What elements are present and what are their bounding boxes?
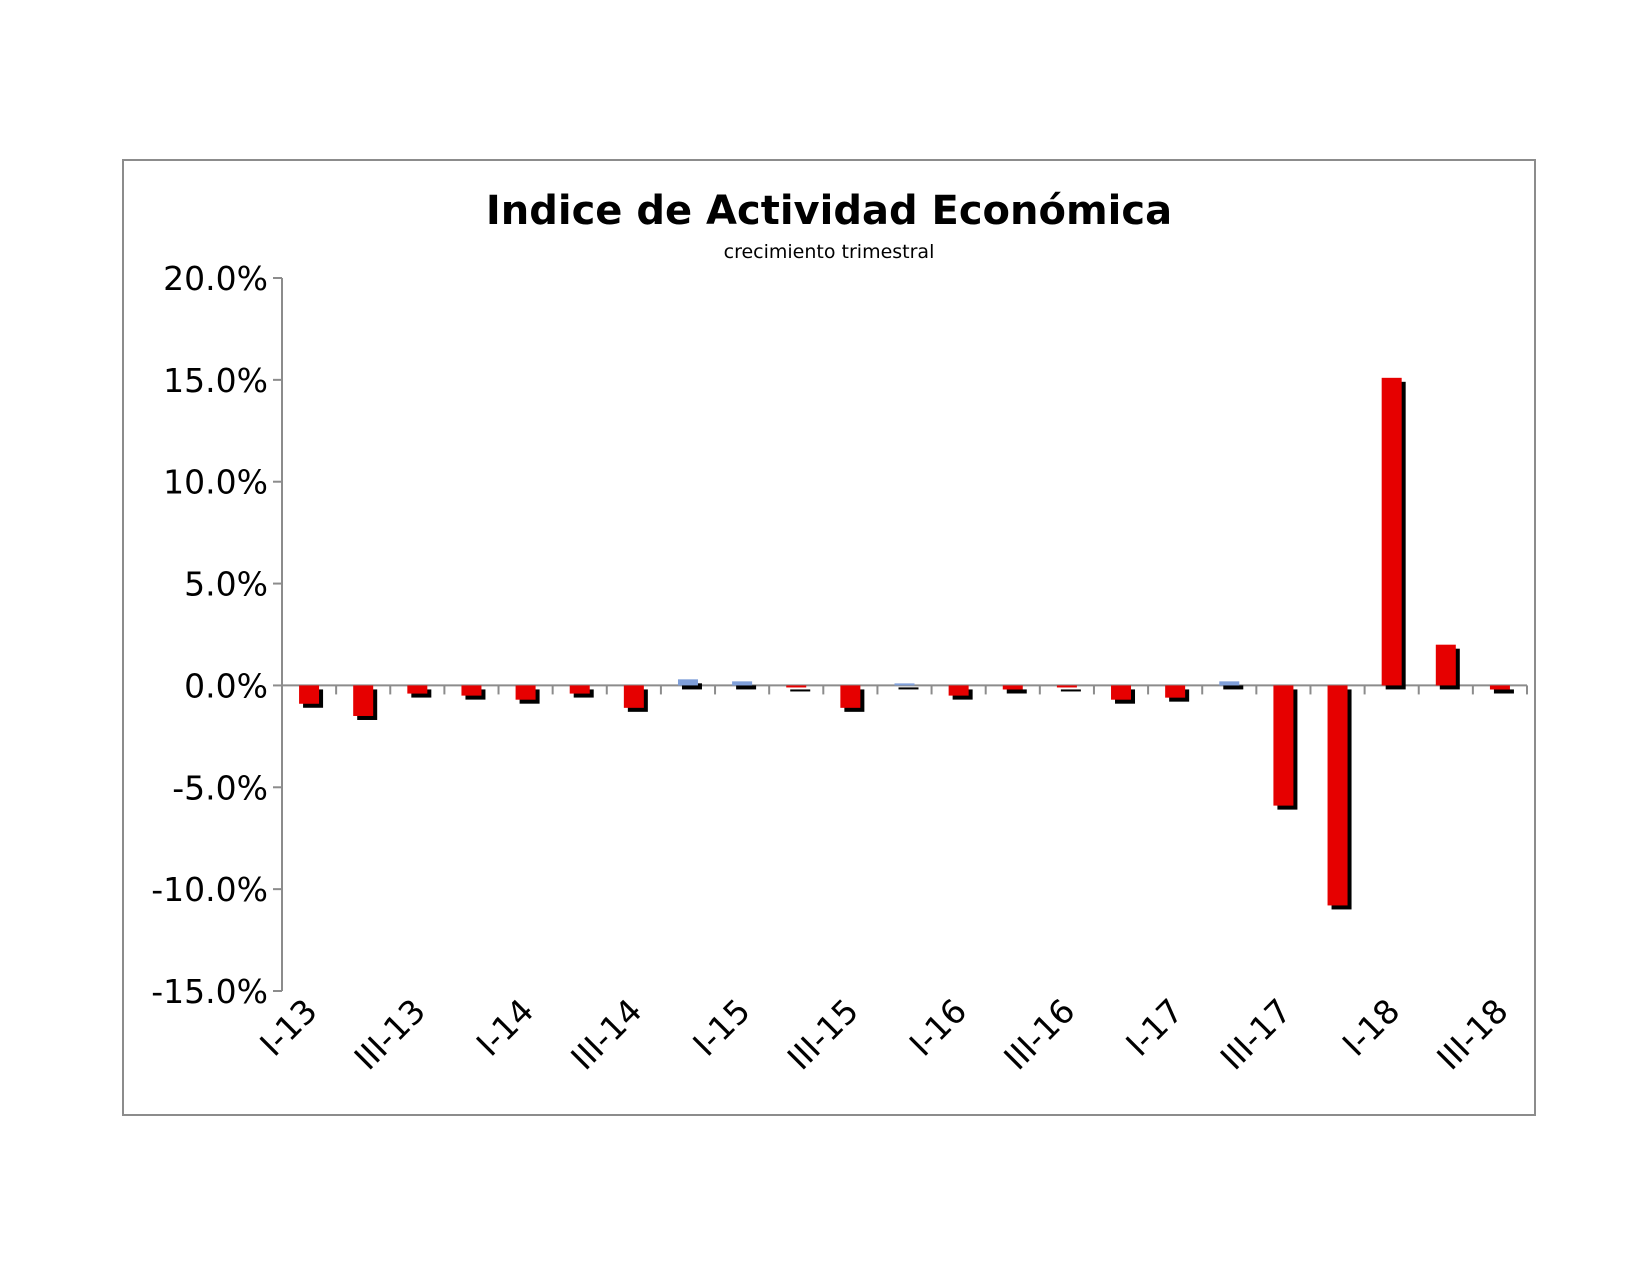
bar xyxy=(1111,685,1132,700)
bar xyxy=(353,685,374,716)
bar xyxy=(948,685,969,696)
bar-shadow xyxy=(1493,689,1514,694)
bar xyxy=(677,679,698,686)
x-tick-label: III-17 xyxy=(1213,991,1299,1077)
y-axis: 20.0% 15.0% 10.0% 5.0% 0.0% -5.0% -10.0% -15.0% xyxy=(151,259,283,1011)
chart-svg: Indice de Actividad Económica crecimient… xyxy=(151,188,1528,1077)
x-tick-label: III-14 xyxy=(563,991,649,1077)
y-tick-label: -10.0% xyxy=(151,870,268,909)
x-tick-label: III-18 xyxy=(1429,991,1515,1077)
bar xyxy=(407,685,428,694)
x-tick-label: I-17 xyxy=(1118,991,1191,1064)
y-tick-label: 0.0% xyxy=(184,666,268,705)
chart-title: Indice de Actividad Económica xyxy=(486,188,1172,234)
y-tick-label: -15.0% xyxy=(151,972,268,1011)
y-tick-label: 5.0% xyxy=(184,565,268,604)
bar xyxy=(623,685,644,708)
bar xyxy=(569,685,590,694)
y-tick-label: -5.0% xyxy=(172,768,268,807)
bar xyxy=(1435,644,1456,686)
x-tick-label: III-13 xyxy=(347,991,433,1077)
bar xyxy=(1002,685,1023,690)
chart-frame: Indice de Actividad Económica crecimient… xyxy=(122,159,1536,1116)
bar xyxy=(299,685,320,704)
y-tick-label: 20.0% xyxy=(163,259,268,298)
bar xyxy=(1489,685,1510,690)
bar xyxy=(1273,685,1294,806)
y-tick-label: 10.0% xyxy=(163,463,268,502)
bar-shadow xyxy=(1006,689,1027,694)
bar xyxy=(1165,685,1186,698)
chart-subtitle: crecimiento trimestral xyxy=(724,241,935,263)
bar xyxy=(1327,685,1348,906)
x-tick-label: I-18 xyxy=(1335,991,1408,1064)
x-tick-label: III-16 xyxy=(996,991,1082,1077)
bar xyxy=(1381,377,1402,686)
bar xyxy=(840,685,861,708)
x-tick-label: I-16 xyxy=(902,991,975,1064)
bar xyxy=(1219,681,1240,686)
x-tick-label: I-15 xyxy=(685,991,758,1064)
bar xyxy=(786,685,807,688)
x-tick-label: III-15 xyxy=(780,991,866,1077)
bar xyxy=(461,685,482,696)
bar xyxy=(732,681,753,686)
bar-shadow xyxy=(1223,685,1244,690)
bar-shadow xyxy=(736,685,757,690)
x-tick-label: I-14 xyxy=(469,991,542,1064)
bar-shadow xyxy=(790,689,811,692)
bar-shadow xyxy=(681,683,702,690)
y-tick-label: 15.0% xyxy=(163,361,268,400)
bar xyxy=(1056,685,1077,688)
bar xyxy=(515,685,536,700)
bar-shadow xyxy=(1060,689,1081,692)
bars xyxy=(299,377,1514,910)
bar xyxy=(894,683,915,686)
bar-shadow xyxy=(898,687,919,690)
